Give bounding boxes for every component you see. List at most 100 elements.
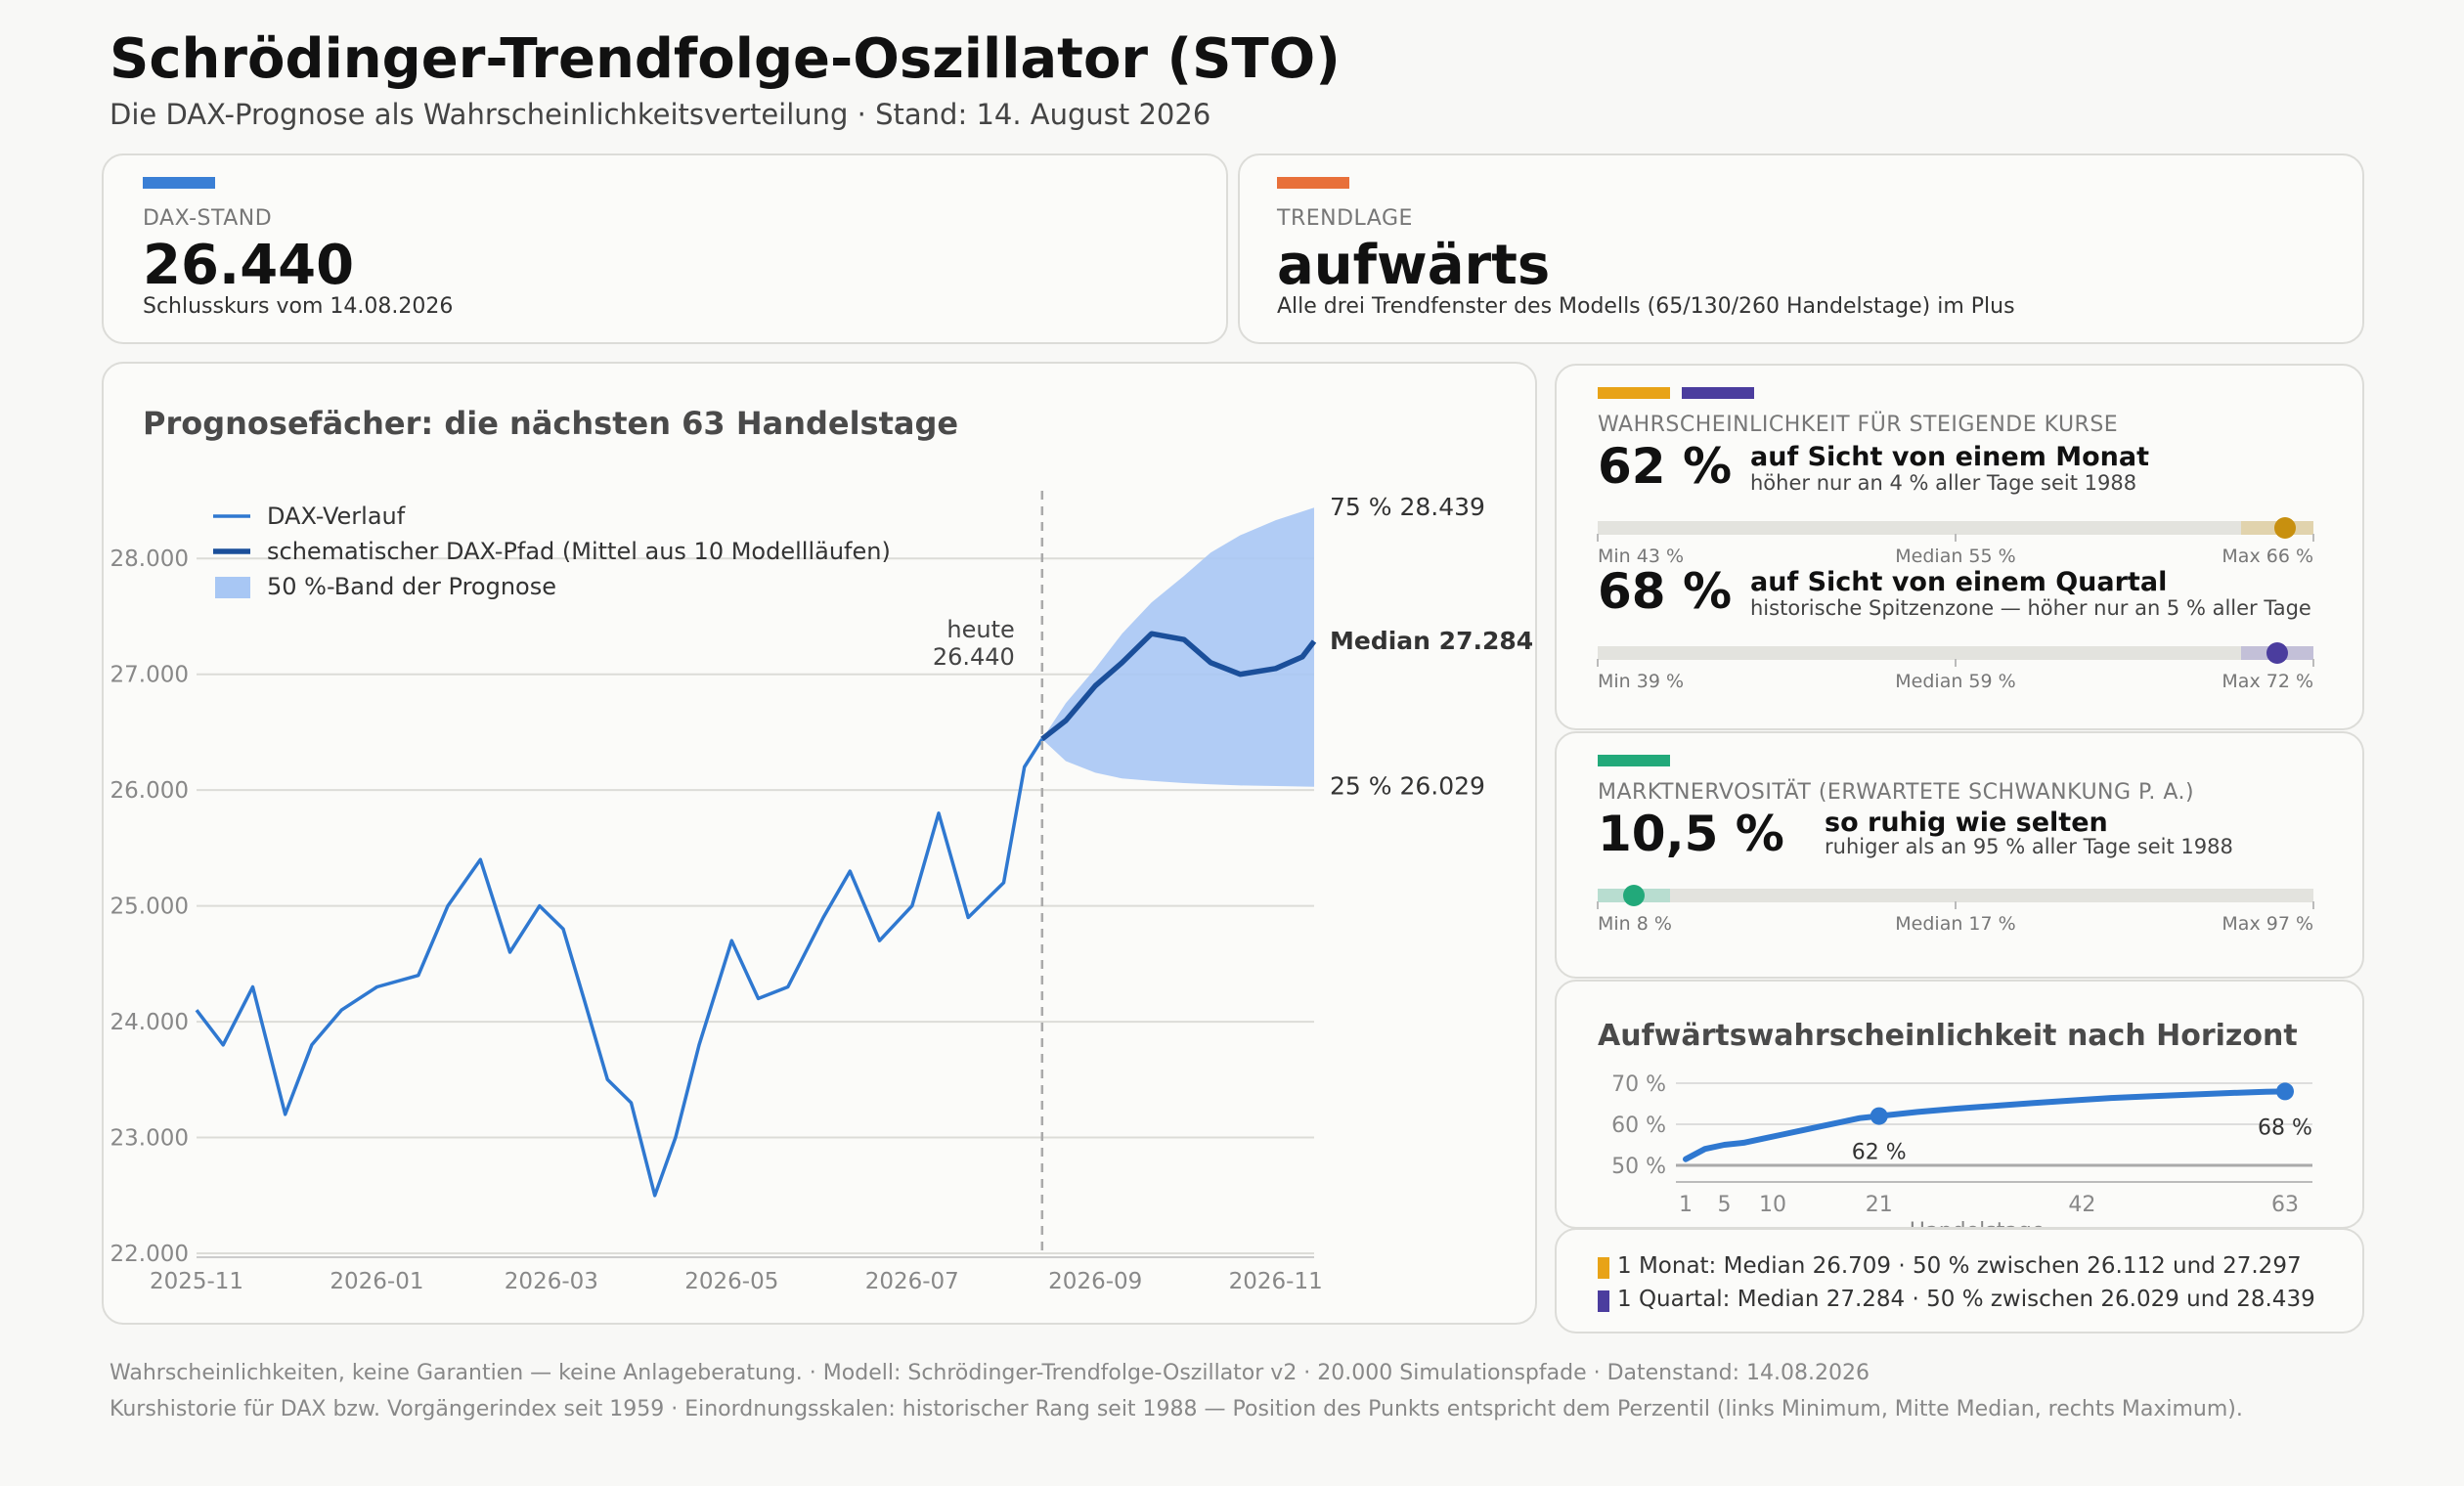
horizon-title: Aufwärtswahrscheinlichkeit nach Horizont xyxy=(1598,1019,2298,1053)
y-tick-label: 26.000 xyxy=(110,778,189,804)
kpi-value-trend: aufwärts xyxy=(1277,234,1551,297)
horizon-line xyxy=(1683,1088,2288,1162)
today-label: heute xyxy=(946,616,1014,643)
y-tick-label: 28.000 xyxy=(110,546,189,572)
horizon-chart: 50 % 60 % 70 % 1 5 10 21 42 63 62 % 68 % Handelst… xyxy=(1611,1072,2312,1227)
x-tick-label: 2025-11 xyxy=(150,1269,243,1294)
horizon-card: Aufwärtswahrscheinlichkeit nach Horizont… xyxy=(1555,980,2364,1229)
vol-accent xyxy=(1598,755,1670,766)
kpi-sub-trend: Alle drei Trendfenster des Modells (65/1… xyxy=(1277,294,2015,319)
prob-quarter-scale-marker xyxy=(2266,642,2289,664)
forecast-path-line xyxy=(1040,631,1317,742)
horizon-x-tick-label: 1 xyxy=(1679,1193,1693,1217)
vol-sub: ruhiger als an 95 % aller Tage seit 1988 xyxy=(1825,835,2233,858)
forecast-chart: heute 26.440 22.000 23.000 24.000 25.000 26.… xyxy=(110,491,1533,1294)
forecast-chart-card: Prognosefächer: die nächsten 63 Handelst… xyxy=(102,362,1537,1325)
horizon-x-tick-label: 63 xyxy=(2271,1193,2299,1217)
horizon-marker xyxy=(1870,1107,1888,1125)
page-subtitle: Die DAX-Prognose als Wahrscheinlichkeits… xyxy=(110,98,1211,131)
prob-quarter-scale-track xyxy=(1598,646,2313,660)
horizon-y-tick-label: 70 % xyxy=(1611,1072,1666,1097)
kpi-card-dax: DAX-STAND 26.440 Schlusskurs vom 14.08.2… xyxy=(102,153,1228,344)
prob-month-scale: Min 43 % Median 55 % Max 66 % xyxy=(1597,512,2314,571)
y-tick-label: 27.000 xyxy=(110,663,189,688)
prob-quarter-scale-tick xyxy=(1597,659,1599,667)
vol-scale-tick xyxy=(1597,901,1599,909)
x-tick-label: 2026-03 xyxy=(505,1269,598,1294)
horizon-marker-label: 62 % xyxy=(1852,1141,1907,1165)
horizon-x-tick-label: 10 xyxy=(1759,1193,1786,1217)
vol-value: 10,5 % xyxy=(1598,806,1784,862)
prob-accent-quarter xyxy=(1682,387,1754,399)
prob-month-scale-tick xyxy=(1597,534,1599,542)
vol-scale: Min 8 % Median 17 % Max 97 % xyxy=(1597,880,2314,939)
annotation-median: Median 27.284 xyxy=(1330,627,1533,655)
prob-quarter-scale-tick xyxy=(1955,659,1957,667)
forecast-chart-title: Prognosefächer: die nächsten 63 Handelst… xyxy=(143,405,959,442)
prob-month-value: 62 % xyxy=(1598,438,1733,495)
horizon-x-tick-label: 5 xyxy=(1718,1193,1732,1217)
prob-quarter-scale: Min 39 % Median 59 % Max 72 % xyxy=(1597,637,2314,696)
page-title: Schrödinger-Trendfolge-Oszillator (STO) xyxy=(110,27,1341,91)
prob-month-sub: höher nur an 4 % aller Tage seit 1988 xyxy=(1750,471,2137,495)
prob-month-scale-median-label: Median 55 % xyxy=(1895,546,2016,567)
kpi-card-trend: TRENDLAGE aufwärts Alle drei Trendfenste… xyxy=(1238,153,2364,344)
legend-swatch-month xyxy=(1598,1257,1609,1279)
x-tick-label: 2026-11 xyxy=(1229,1269,1323,1294)
horizon-y-tick-label: 60 % xyxy=(1611,1114,1666,1138)
vol-label: MARKTNERVOSITÄT (ERWARTETE SCHWANKUNG P.… xyxy=(1598,780,2195,805)
horizon-y-tick-label: 50 % xyxy=(1611,1155,1666,1179)
prob-month-title: auf Sicht von einem Monat xyxy=(1750,442,2149,472)
vol-scale-tick xyxy=(2312,901,2314,909)
kpi-accent-trend xyxy=(1277,177,1349,189)
prob-month-scale-min-label: Min 43 % xyxy=(1598,546,1685,567)
vol-scale-min-label: Min 8 % xyxy=(1598,913,1672,935)
forecast-legend-card: 1 Monat: Median 26.709 · 50 % zwischen 2… xyxy=(1555,1228,2364,1333)
annotation-p25: 25 % 26.029 xyxy=(1330,772,1485,801)
kpi-label-dax: DAX-STAND xyxy=(143,206,273,231)
horizon-xlabel: Handelstage xyxy=(1910,1219,2046,1227)
vol-scale-tick xyxy=(1955,901,1957,909)
kpi-accent-dax xyxy=(143,177,215,189)
y-tick-label: 25.000 xyxy=(110,895,189,920)
prob-card: WAHRSCHEINLICHKEIT FÜR STEIGENDE KURSE 6… xyxy=(1555,364,2364,730)
prob-quarter-title: auf Sicht von einem Quartal xyxy=(1750,567,2168,597)
kpi-sub-dax: Schlusskurs vom 14.08.2026 xyxy=(143,294,454,319)
prob-quarter-scale-min-label: Min 39 % xyxy=(1598,671,1685,692)
horizon-x-tick-label: 21 xyxy=(1866,1193,1893,1217)
horizon-x-tick-label: 42 xyxy=(2068,1193,2095,1217)
prob-month-scale-max-label: Max 66 % xyxy=(2222,546,2313,567)
footer-line-2: Kurshistorie für DAX bzw. Vorgängerindex… xyxy=(110,1397,2243,1421)
x-tick-label: 2026-09 xyxy=(1048,1269,1142,1294)
x-tick-label: 2026-07 xyxy=(865,1269,959,1294)
dax-history-line xyxy=(195,738,1044,1198)
vol-scale-median-label: Median 17 % xyxy=(1895,913,2016,935)
legend-swatch-band xyxy=(215,577,250,598)
vol-scale-max-label: Max 97 % xyxy=(2222,913,2313,935)
x-tick-label: 2026-05 xyxy=(684,1269,778,1294)
prob-quarter-scale-median-label: Median 59 % xyxy=(1895,671,2016,692)
vol-scale-track xyxy=(1598,889,2313,902)
legend-label-band: 50 %-Band der Prognose xyxy=(267,573,556,600)
prob-month-scale-marker xyxy=(2273,517,2296,539)
today-value-label: 26.440 xyxy=(933,643,1015,671)
legend-quarter-text: 1 Quartal: Median 27.284 · 50 % zwischen… xyxy=(1617,1287,2315,1312)
footer-line-1: Wahrscheinlichkeiten, keine Garantien — … xyxy=(110,1361,1870,1385)
legend-swatch-quarter xyxy=(1598,1290,1609,1312)
prob-accent-month xyxy=(1598,387,1670,399)
kpi-value-dax: 26.440 xyxy=(143,234,355,297)
chart-legend: DAX-Verlauf schematischer DAX-Pfad (Mitt… xyxy=(213,503,891,600)
x-tick-label: 2026-01 xyxy=(330,1269,423,1294)
forecast-band-50 xyxy=(1041,507,1314,787)
annotation-p75: 75 % 28.439 xyxy=(1330,493,1485,521)
vol-scale-marker xyxy=(1622,885,1645,906)
prob-quarter-scale-max-label: Max 72 % xyxy=(2222,671,2313,692)
prob-month-scale-tick xyxy=(1955,534,1957,542)
y-tick-label: 24.000 xyxy=(110,1010,189,1035)
horizon-marker-label: 68 % xyxy=(2258,1115,2312,1140)
prob-month-scale-track xyxy=(1598,521,2313,535)
horizon-marker xyxy=(2276,1082,2294,1101)
prob-month-scale-tick xyxy=(2312,534,2314,542)
prob-quarter-sub: historische Spitzenzone — höher nur an 5… xyxy=(1750,596,2311,620)
prob-quarter-value: 68 % xyxy=(1598,563,1733,620)
